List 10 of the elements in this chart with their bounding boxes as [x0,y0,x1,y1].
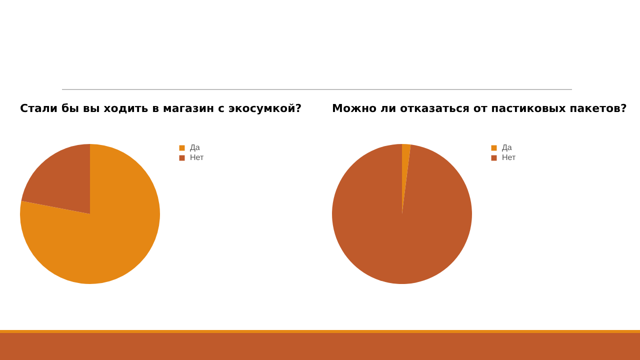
pie-slice [20,144,160,284]
pie-slice [332,144,472,284]
chart-title: Можно ли отказаться от пастиковых пакетов? [332,102,627,115]
legend-label: Нет [190,153,204,162]
pie-slice [402,144,411,214]
chart-title: Стали бы вы ходить в магазин с экосумкой? [20,102,302,115]
legend-label: Да [502,143,512,152]
legend-label: Нет [502,153,516,162]
pie-slice [21,144,90,214]
legend-label: Да [190,143,200,152]
